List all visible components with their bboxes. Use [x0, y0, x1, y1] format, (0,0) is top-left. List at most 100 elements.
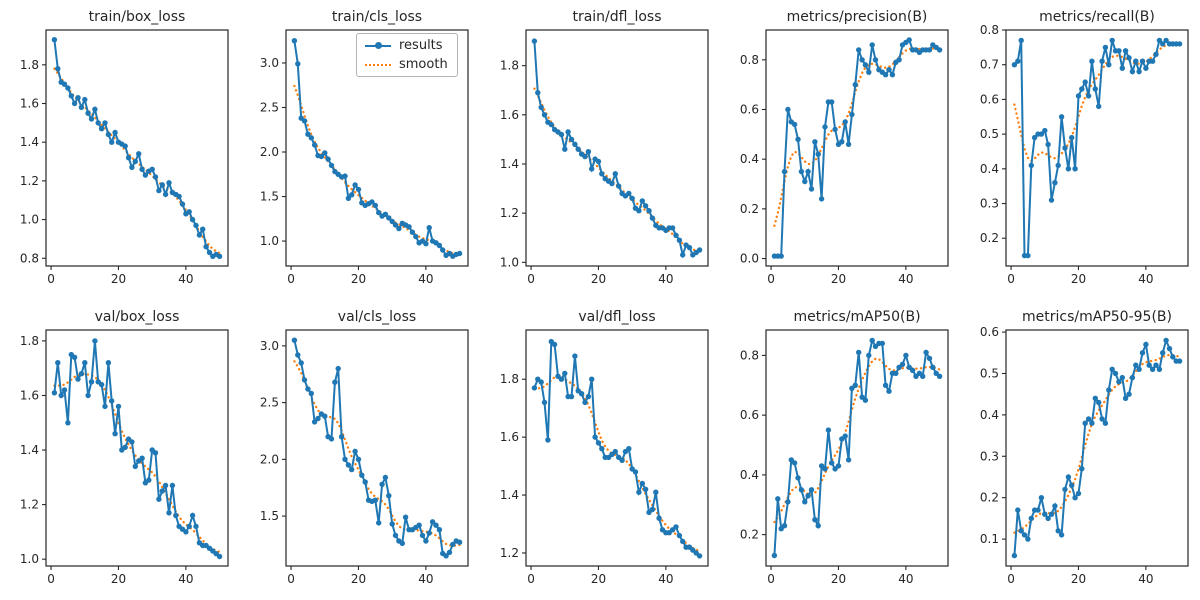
svg-text:0.1: 0.1: [980, 532, 999, 546]
svg-text:0: 0: [47, 272, 55, 286]
svg-text:1.0: 1.0: [260, 234, 279, 248]
svg-text:0.6: 0.6: [740, 102, 759, 116]
svg-text:1.8: 1.8: [500, 59, 519, 73]
svg-text:3.0: 3.0: [260, 339, 279, 353]
svg-text:1.6: 1.6: [20, 388, 39, 402]
subplot-metrics-precision: metrics/precision(B) 0 20 40 0.0 0.2 0.4 0.6 0.…: [720, 0, 960, 300]
svg-text:40: 40: [658, 272, 673, 286]
svg-text:40: 40: [658, 572, 673, 586]
svg-text:0.7: 0.7: [980, 58, 999, 72]
svg-text:0.4: 0.4: [980, 162, 999, 176]
svg-text:1.4: 1.4: [500, 157, 519, 171]
train-box-loss-canvas: train/box_loss 0 20 40 0.8 1.0 1.2 1.4 1.6 1.8: [20, 9, 229, 286]
svg-text:1.4: 1.4: [500, 488, 519, 502]
svg-text:40: 40: [898, 272, 913, 286]
svg-text:0.2: 0.2: [740, 202, 759, 216]
svg-text:0.4: 0.4: [740, 468, 759, 482]
svg-text:1.0: 1.0: [20, 552, 39, 566]
plot-area: 0 20 40 0.8 1.0 1.2 1.4 1.6 1.8: [20, 29, 229, 286]
subplot-val-box-loss: val/box_loss 0 20 40 1.0 1.2 1.4 1.6 1.8: [0, 300, 240, 600]
svg-text:20: 20: [111, 272, 126, 286]
svg-text:0.5: 0.5: [980, 127, 999, 141]
legend-label: smooth: [399, 57, 448, 72]
chart-title: train/dfl_loss: [572, 9, 661, 25]
svg-text:0.8: 0.8: [740, 53, 759, 67]
svg-text:0.8: 0.8: [740, 348, 759, 362]
plot-area: 0 20 40 0.0 0.2 0.4 0.6 0.8: [740, 29, 949, 286]
svg-text:0.2: 0.2: [980, 491, 999, 505]
metrics-map50-canvas: metrics/mAP50(B) 0 20 40 0.2 0.4 0.6 0.8: [740, 309, 949, 586]
svg-text:1.0: 1.0: [20, 213, 39, 227]
chart-title: metrics/mAP50(B): [793, 309, 920, 325]
metrics-precision-canvas: metrics/precision(B) 0 20 40 0.0 0.2 0.4 0.6 0.…: [740, 9, 949, 286]
svg-text:0: 0: [1007, 272, 1015, 286]
svg-text:1.2: 1.2: [500, 206, 519, 220]
plot-area: 0 20 40 1.0 1.2 1.4 1.6 1.8: [20, 329, 229, 586]
plot-area: 0 20 40 0.2 0.4 0.6 0.8: [740, 329, 949, 586]
svg-text:1.8: 1.8: [500, 372, 519, 386]
metrics-recall-canvas: metrics/recall(B) 0 20 40 0.2 0.3 0.4 0.5 0.6 0.…: [980, 9, 1189, 286]
chart-title: metrics/precision(B): [787, 9, 928, 25]
svg-text:1.4: 1.4: [20, 443, 39, 457]
svg-text:0.5: 0.5: [980, 366, 999, 380]
svg-text:1.0: 1.0: [500, 255, 519, 269]
svg-text:1.8: 1.8: [20, 334, 39, 348]
subplot-train-box-loss: train/box_loss 0 20 40 0.8 1.0 1.2 1.4 1.6 1.8: [0, 0, 240, 300]
svg-text:20: 20: [111, 572, 126, 586]
plot-area: 0 20 40 0.2 0.3 0.4 0.5 0.6 0.7 0.8: [980, 23, 1189, 286]
chart-title: train/box_loss: [89, 9, 186, 25]
svg-text:40: 40: [178, 272, 193, 286]
svg-text:0: 0: [1007, 572, 1015, 586]
svg-text:0.6: 0.6: [980, 325, 999, 339]
subplot-metrics-recall: metrics/recall(B) 0 20 40 0.2 0.3 0.4 0.5 0.6 0.…: [960, 0, 1200, 300]
plot-area: 0 20 40 1.2 1.4 1.6 1.8: [500, 329, 709, 586]
svg-text:0.2: 0.2: [740, 528, 759, 542]
svg-text:40: 40: [1138, 572, 1153, 586]
svg-text:0: 0: [47, 572, 55, 586]
metrics-map50-95-canvas: metrics/mAP50-95(B) 0 20 40 0.1 0.2 0.3 0.4 0.5…: [980, 309, 1189, 586]
svg-text:20: 20: [831, 572, 846, 586]
svg-text:1.2: 1.2: [500, 546, 519, 560]
svg-text:0.3: 0.3: [980, 449, 999, 463]
train-dfl-loss-canvas: train/dfl_loss 0 20 40 1.0 1.2 1.4 1.6 1.8: [500, 9, 709, 286]
svg-text:2.5: 2.5: [260, 100, 279, 114]
svg-text:1.5: 1.5: [260, 190, 279, 204]
results-line-sample-icon: [365, 42, 391, 49]
subplot-metrics-map50-95: metrics/mAP50-95(B) 0 20 40 0.1 0.2 0.3 0.4 0.5…: [960, 300, 1200, 600]
subplot-val-dfl-loss: val/dfl_loss 0 20 40 1.2 1.4 1.6 1.8: [480, 300, 720, 600]
svg-text:0: 0: [527, 572, 535, 586]
svg-text:1.6: 1.6: [500, 430, 519, 444]
svg-text:1.6: 1.6: [500, 108, 519, 122]
svg-text:0.8: 0.8: [20, 251, 39, 265]
svg-text:20: 20: [591, 572, 606, 586]
svg-text:0.6: 0.6: [740, 408, 759, 422]
svg-text:0.4: 0.4: [740, 152, 759, 166]
chart-title: val/box_loss: [95, 309, 180, 325]
svg-text:0.3: 0.3: [980, 197, 999, 211]
svg-text:1.2: 1.2: [20, 498, 39, 512]
svg-text:0.0: 0.0: [740, 252, 759, 266]
svg-text:20: 20: [831, 272, 846, 286]
svg-text:40: 40: [418, 272, 433, 286]
train-cls-loss-canvas: train/cls_loss 0 20 40 1.0 1.5 2.0 2.5 3.0: [260, 9, 469, 286]
svg-text:2.5: 2.5: [260, 396, 279, 410]
svg-text:20: 20: [1071, 272, 1086, 286]
svg-text:40: 40: [178, 572, 193, 586]
subplot-train-dfl-loss: train/dfl_loss 0 20 40 1.0 1.2 1.4 1.6 1.8: [480, 0, 720, 300]
svg-text:40: 40: [898, 572, 913, 586]
svg-text:1.8: 1.8: [20, 58, 39, 72]
svg-text:0: 0: [287, 572, 295, 586]
svg-text:0: 0: [287, 272, 295, 286]
svg-text:3.0: 3.0: [260, 56, 279, 70]
svg-text:2.0: 2.0: [260, 452, 279, 466]
svg-text:20: 20: [591, 272, 606, 286]
legend-item-results: results: [365, 39, 448, 52]
svg-text:40: 40: [418, 572, 433, 586]
chart-title: metrics/mAP50-95(B): [1022, 309, 1172, 325]
svg-text:1.2: 1.2: [20, 174, 39, 188]
smooth-line-sample-icon: [365, 63, 391, 66]
subplot-train-cls-loss: train/cls_loss 0 20 40 1.0 1.5 2.0 2.5 3.0 resu…: [240, 0, 480, 300]
chart-title: val/dfl_loss: [578, 309, 655, 325]
svg-text:2.0: 2.0: [260, 145, 279, 159]
